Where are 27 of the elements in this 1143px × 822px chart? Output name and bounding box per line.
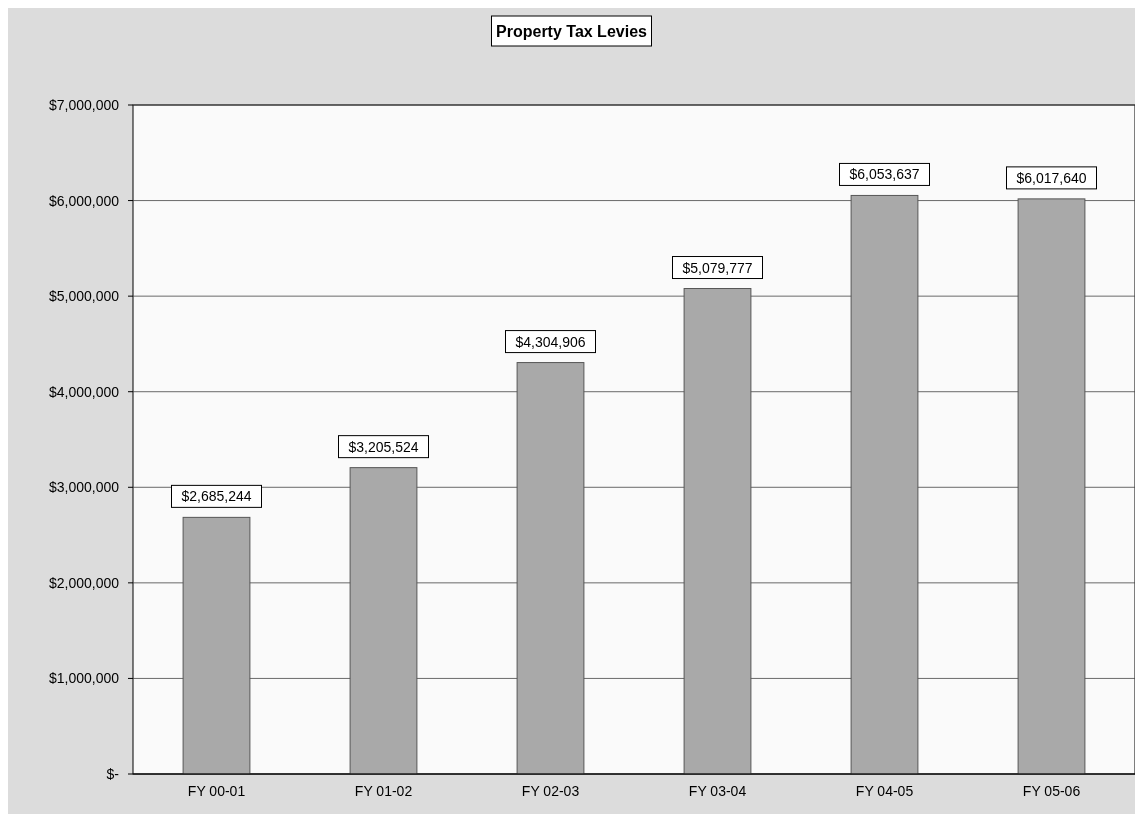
x-tick-label: FY 05-06 [1022,783,1081,799]
bar [850,194,919,775]
x-tick-label: FY 02-03 [521,783,580,799]
data-label: $5,079,777 [682,259,753,276]
x-tick-label: FY 01-02 [354,783,413,799]
data-label: $6,017,640 [1016,169,1087,186]
y-tick-label: $6,000,000 [48,192,120,209]
y-tick-label: $2,000,000 [48,574,120,591]
y-tick-label: $7,000,000 [48,97,120,113]
bar [1017,198,1086,775]
y-tick-label: $5,000,000 [48,288,120,305]
x-tick-label: FY 04-05 [855,783,914,799]
data-label: $2,685,244 [181,488,252,505]
data-label: $3,205,524 [348,438,419,455]
y-tick-label: $4,000,000 [48,383,120,400]
bar [349,467,418,775]
y-tick-label: $- [106,766,120,782]
y-tick-label: $3,000,000 [48,479,120,496]
x-tick-label: FY 00-01 [187,783,246,799]
y-tick-label: $1,000,000 [48,670,120,687]
x-tick-label: FY 03-04 [688,783,747,799]
data-label: $6,053,637 [849,166,920,183]
bar [182,516,251,775]
bar [516,362,585,775]
bar [683,288,752,775]
chart-title: Property Tax Levies [496,23,648,40]
data-label: $4,304,906 [515,333,586,350]
